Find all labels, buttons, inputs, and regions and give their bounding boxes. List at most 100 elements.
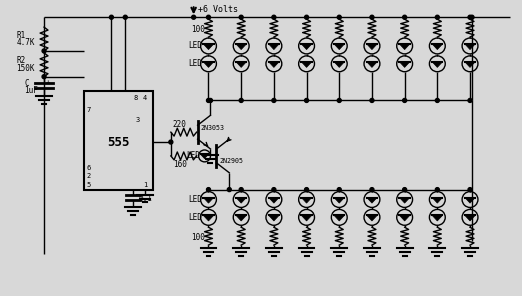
Polygon shape [200,155,208,159]
Circle shape [402,15,407,19]
Circle shape [370,15,374,19]
Text: 6: 6 [87,165,91,171]
Circle shape [208,99,212,102]
Polygon shape [269,44,279,49]
Text: LED: LED [188,41,203,50]
Circle shape [207,188,210,192]
Text: 5: 5 [87,182,91,188]
Text: 555: 555 [107,136,129,149]
Polygon shape [367,197,377,203]
Polygon shape [334,197,345,203]
Text: 2N3053: 2N3053 [200,125,224,131]
Text: 3: 3 [135,117,139,123]
Text: 0.1: 0.1 [138,194,152,203]
Circle shape [192,15,196,19]
Polygon shape [367,215,377,221]
Circle shape [110,15,113,19]
Circle shape [272,99,276,102]
Text: 1uF: 1uF [24,86,38,95]
Circle shape [337,15,341,19]
Text: 220: 220 [173,120,187,129]
Polygon shape [432,197,443,203]
Circle shape [370,99,374,102]
Text: 100: 100 [191,233,205,242]
Circle shape [435,188,440,192]
Polygon shape [301,44,312,49]
Circle shape [272,15,276,19]
Polygon shape [269,197,279,203]
Text: LED: LED [187,152,200,160]
Circle shape [239,15,243,19]
Circle shape [207,15,210,19]
Polygon shape [399,197,410,203]
Circle shape [305,188,309,192]
Circle shape [468,188,472,192]
Circle shape [227,188,231,192]
Polygon shape [465,197,475,203]
Circle shape [42,75,46,79]
Circle shape [42,49,46,53]
Text: 150K: 150K [16,64,35,73]
Circle shape [239,188,243,192]
Text: 2N2905: 2N2905 [219,158,243,164]
Polygon shape [269,62,279,67]
Polygon shape [236,215,246,221]
Text: +6 Volts: +6 Volts [198,5,238,14]
Polygon shape [465,62,475,67]
Circle shape [207,99,210,102]
Circle shape [272,188,276,192]
Circle shape [305,15,309,19]
Text: 4: 4 [143,96,147,102]
Circle shape [468,99,472,102]
Polygon shape [399,44,410,49]
Circle shape [337,188,341,192]
Text: +: + [46,79,50,85]
Polygon shape [334,44,345,49]
Circle shape [337,99,341,102]
Polygon shape [204,215,213,221]
Text: 7: 7 [87,107,91,113]
Polygon shape [367,44,377,49]
Text: 160: 160 [173,160,187,169]
Circle shape [239,99,243,102]
Polygon shape [301,197,312,203]
Text: 100: 100 [191,25,205,34]
Circle shape [370,188,374,192]
Circle shape [402,99,407,102]
Bar [84,91,153,190]
Polygon shape [399,62,410,67]
Text: R2: R2 [16,56,26,65]
Polygon shape [334,215,345,221]
Text: C: C [24,79,29,88]
Circle shape [123,15,127,19]
Text: LED: LED [188,195,203,204]
Text: LED: LED [188,213,203,222]
Polygon shape [334,62,345,67]
Polygon shape [399,215,410,221]
Circle shape [468,15,472,19]
Circle shape [435,15,440,19]
Text: 4.7K: 4.7K [16,38,35,47]
Text: 8: 8 [133,96,137,102]
Circle shape [169,140,173,144]
Circle shape [305,99,309,102]
Polygon shape [236,44,246,49]
Polygon shape [432,215,443,221]
Polygon shape [236,197,246,203]
Polygon shape [301,215,312,221]
Polygon shape [367,62,377,67]
Polygon shape [432,62,443,67]
Circle shape [470,15,474,19]
Polygon shape [204,44,213,49]
Polygon shape [236,62,246,67]
Circle shape [435,99,440,102]
Text: 2: 2 [87,173,91,179]
Polygon shape [204,62,213,67]
Text: LED: LED [188,59,203,68]
Polygon shape [432,44,443,49]
Polygon shape [301,62,312,67]
Polygon shape [465,44,475,49]
Text: 1: 1 [143,182,147,188]
Text: R1: R1 [16,30,26,40]
Polygon shape [204,197,213,203]
